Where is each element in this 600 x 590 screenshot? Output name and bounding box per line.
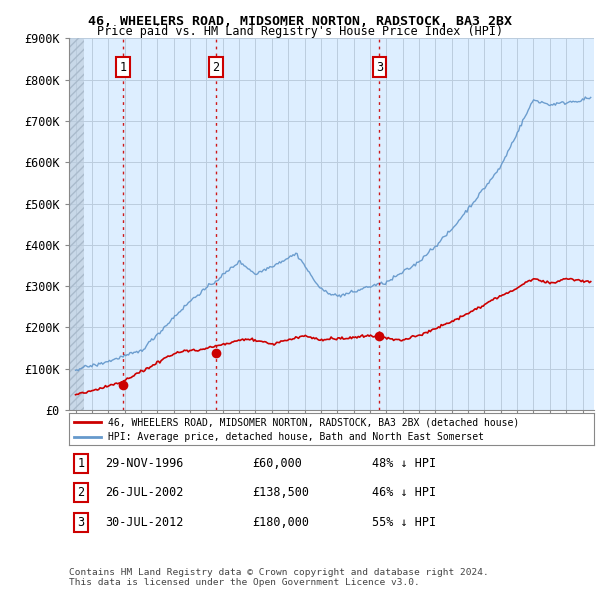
Text: 26-JUL-2002: 26-JUL-2002: [105, 486, 184, 499]
Bar: [69, 38, 84, 410]
Text: 29-NOV-1996: 29-NOV-1996: [105, 457, 184, 470]
Text: 3: 3: [77, 516, 85, 529]
Text: 30-JUL-2012: 30-JUL-2012: [105, 516, 184, 529]
Text: Price paid vs. HM Land Registry's House Price Index (HPI): Price paid vs. HM Land Registry's House …: [97, 25, 503, 38]
Bar: [69, 38, 84, 410]
Text: 46% ↓ HPI: 46% ↓ HPI: [372, 486, 436, 499]
Text: 1: 1: [77, 457, 85, 470]
Text: 3: 3: [376, 61, 383, 74]
Text: Contains HM Land Registry data © Crown copyright and database right 2024.
This d: Contains HM Land Registry data © Crown c…: [69, 568, 489, 587]
Text: £60,000: £60,000: [252, 457, 302, 470]
Text: 2: 2: [77, 486, 85, 499]
Text: HPI: Average price, detached house, Bath and North East Somerset: HPI: Average price, detached house, Bath…: [109, 432, 484, 442]
Text: £138,500: £138,500: [252, 486, 309, 499]
Text: 1: 1: [119, 61, 127, 74]
Text: 55% ↓ HPI: 55% ↓ HPI: [372, 516, 436, 529]
Text: 2: 2: [212, 61, 220, 74]
Text: 46, WHEELERS ROAD, MIDSOMER NORTON, RADSTOCK, BA3 2BX (detached house): 46, WHEELERS ROAD, MIDSOMER NORTON, RADS…: [109, 417, 520, 427]
Text: 48% ↓ HPI: 48% ↓ HPI: [372, 457, 436, 470]
Text: £180,000: £180,000: [252, 516, 309, 529]
Text: 46, WHEELERS ROAD, MIDSOMER NORTON, RADSTOCK, BA3 2BX: 46, WHEELERS ROAD, MIDSOMER NORTON, RADS…: [88, 15, 512, 28]
